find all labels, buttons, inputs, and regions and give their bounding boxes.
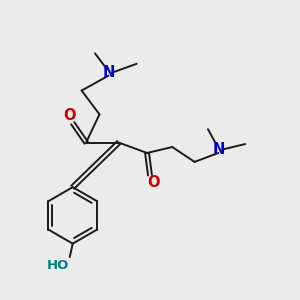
Text: HO: HO (47, 260, 69, 272)
Text: O: O (64, 108, 76, 123)
Text: N: N (213, 142, 225, 157)
Text: O: O (147, 175, 160, 190)
Text: N: N (102, 65, 115, 80)
